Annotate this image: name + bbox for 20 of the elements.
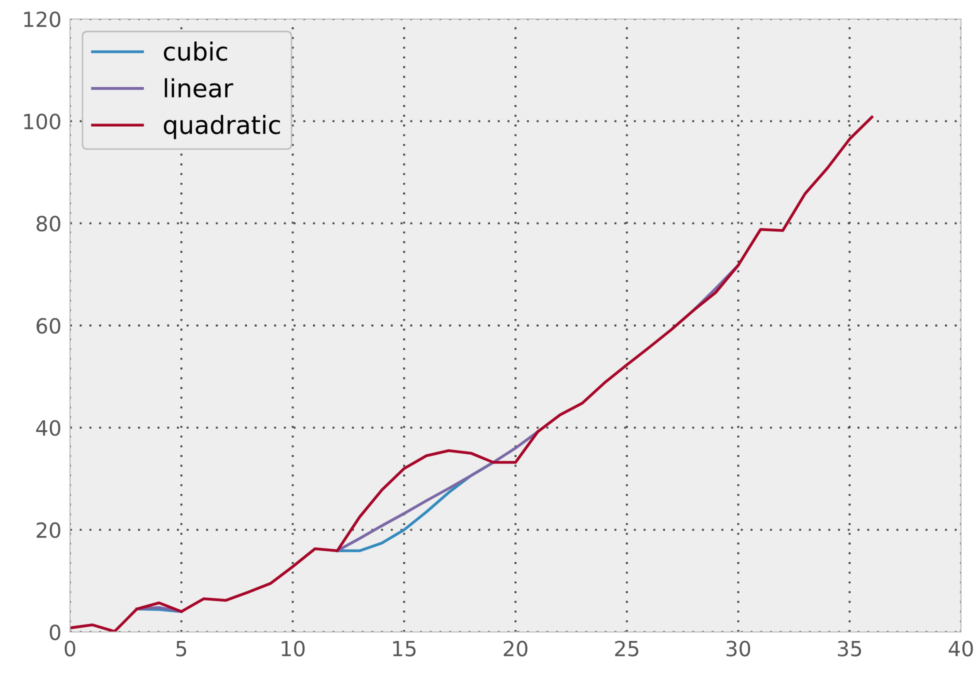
x-tick-label: 15 <box>393 640 416 656</box>
x-tick-label: 30 <box>726 640 750 656</box>
y-tick-label: 100 <box>24 114 60 130</box>
y-tick-label: 0 <box>50 624 60 640</box>
y-tick-label: 80 <box>36 216 60 232</box>
x-tick-label: 0 <box>64 640 76 656</box>
x-tick-label: 10 <box>282 640 305 656</box>
x-tick-label: 5 <box>176 640 186 656</box>
legend-label: cubic <box>164 42 228 61</box>
line-series <box>70 116 874 632</box>
x-tick-label: 40 <box>948 640 973 656</box>
y-tick-label: 120 <box>24 11 60 28</box>
x-tick-label: 25 <box>615 640 638 656</box>
legend-label: linear <box>164 78 234 98</box>
y-tick-label: 60 <box>36 318 60 334</box>
x-tick-label: 35 <box>838 640 862 656</box>
y-tick-label: 40 <box>36 420 60 436</box>
y-tick-label: 20 <box>36 522 60 538</box>
legend-label: quadratic <box>164 114 280 140</box>
x-tick-label: 20 <box>504 640 528 656</box>
